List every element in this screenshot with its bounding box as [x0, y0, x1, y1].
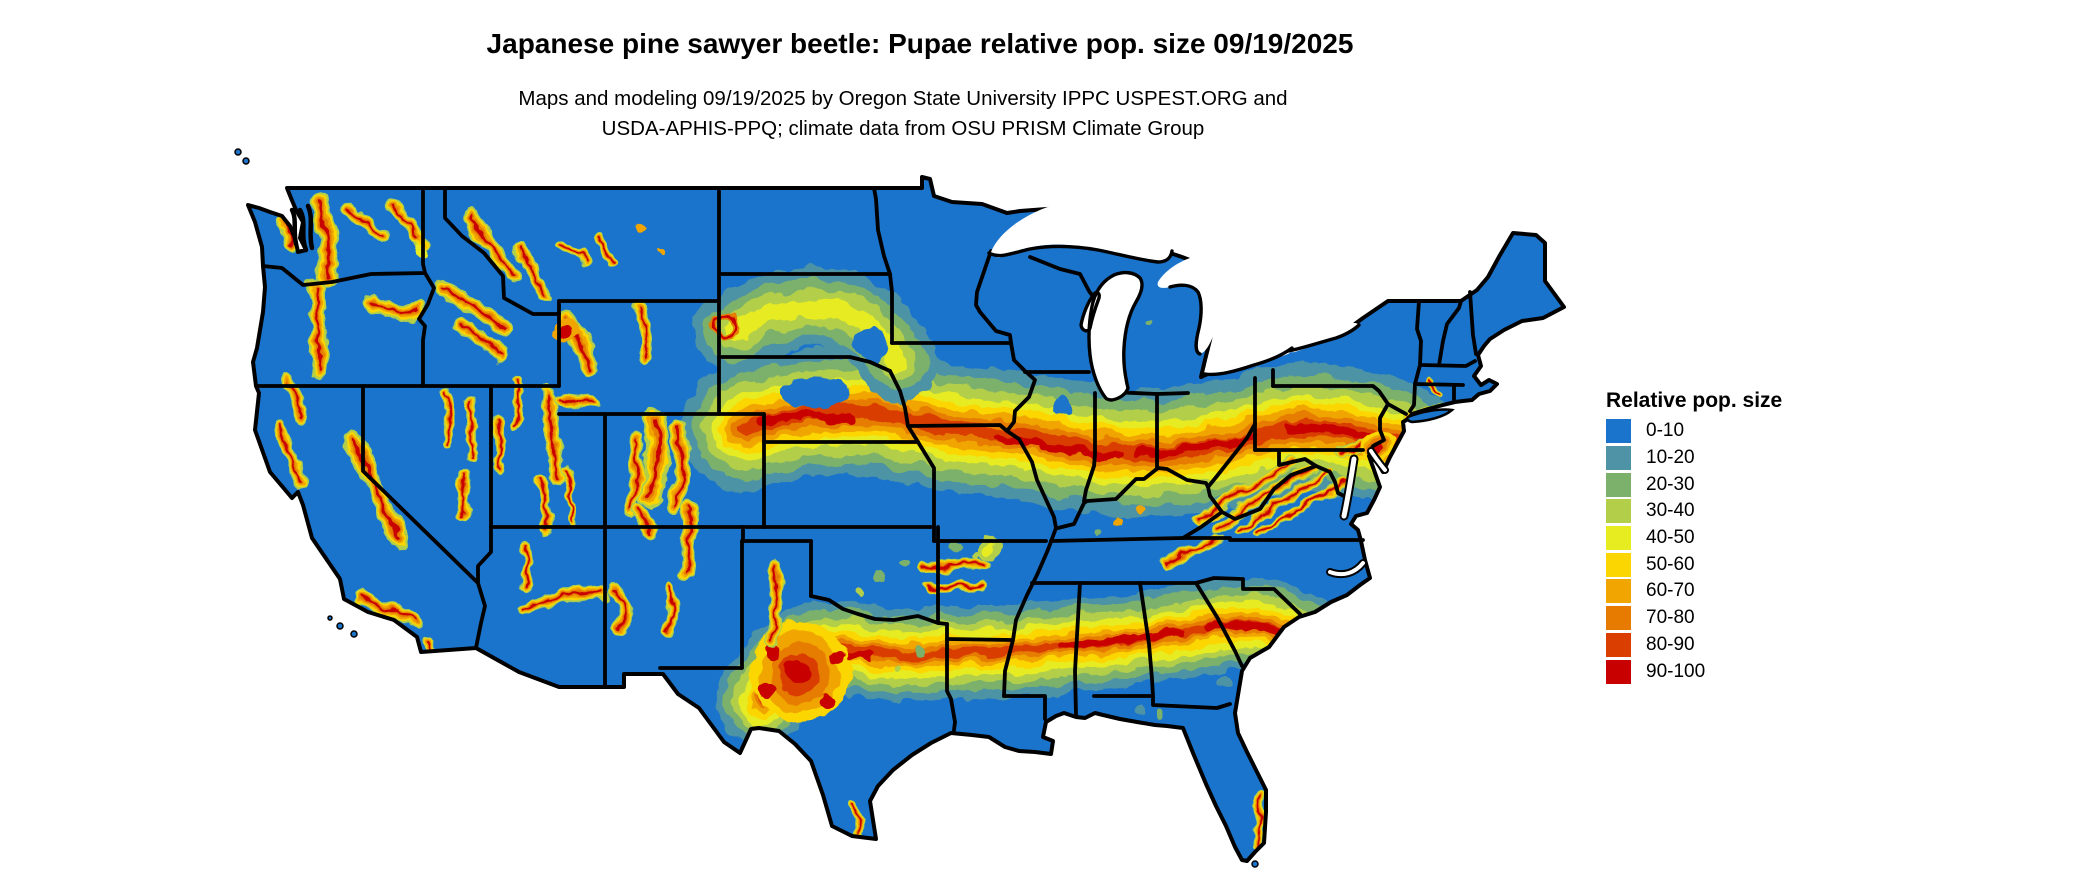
legend-swatch-20-30 — [1606, 472, 1631, 497]
legend-row: 90-100 — [1606, 658, 1866, 685]
page-title: Japanese pine sawyer beetle: Pupae relat… — [486, 28, 1354, 59]
legend-label: 80-90 — [1646, 633, 1695, 655]
legend-swatch-30-40 — [1606, 499, 1631, 524]
legend-row: 60-70 — [1606, 578, 1866, 605]
legend-row: 50-60 — [1606, 551, 1866, 578]
legend-swatch-60-70 — [1606, 579, 1631, 604]
legend-row: 40-50 — [1606, 525, 1866, 552]
legend-row: 30-40 — [1606, 498, 1866, 525]
legend-swatch-10-20 — [1606, 446, 1631, 471]
legend-row: 80-90 — [1606, 632, 1866, 659]
subtitle-line-2: USDA-APHIS-PPQ; climate data from OSU PR… — [601, 117, 1205, 140]
legend-label: 90-100 — [1646, 660, 1706, 682]
legend-label: 70-80 — [1646, 607, 1695, 629]
legend-label: 10-20 — [1646, 447, 1695, 469]
legend-label: 40-50 — [1646, 527, 1695, 549]
legend-row: 0-10 — [1606, 418, 1866, 445]
legend-swatch-50-60 — [1606, 552, 1631, 577]
legend-label: 50-60 — [1646, 553, 1695, 575]
legend-title: Relative pop. size — [1606, 389, 1783, 412]
coastal-details — [234, 148, 1455, 868]
legend-row: 20-30 — [1606, 471, 1866, 498]
legend-label: 20-30 — [1646, 473, 1695, 495]
legend: Relative pop. size 0-10 10-20 20-30 30-40 40… — [1606, 388, 1866, 685]
state-borders — [254, 186, 1478, 732]
legend-swatch-90-100 — [1606, 659, 1631, 684]
legend-label: 30-40 — [1646, 500, 1695, 522]
legend-row: 10-20 — [1606, 445, 1866, 472]
legend-items: 0-10 10-20 20-30 30-40 40-50 50-60 60-70 70-80 8… — [1606, 418, 1866, 685]
great-lakes — [987, 200, 1361, 402]
legend-swatch-70-80 — [1606, 606, 1631, 631]
legend-label: 0-10 — [1646, 420, 1685, 442]
subtitle: Maps and modeling 09/19/2025 by Oregon S… — [0, 84, 1806, 144]
legend-row: 70-80 — [1606, 605, 1866, 632]
legend-swatch-40-50 — [1606, 526, 1631, 551]
legend-label: 60-70 — [1646, 580, 1695, 602]
legend-swatch-0-10 — [1606, 419, 1631, 444]
subtitle-line-1: Maps and modeling 09/19/2025 by Oregon S… — [518, 87, 1288, 110]
legend-swatch-80-90 — [1606, 632, 1631, 657]
long-island — [1405, 408, 1455, 424]
